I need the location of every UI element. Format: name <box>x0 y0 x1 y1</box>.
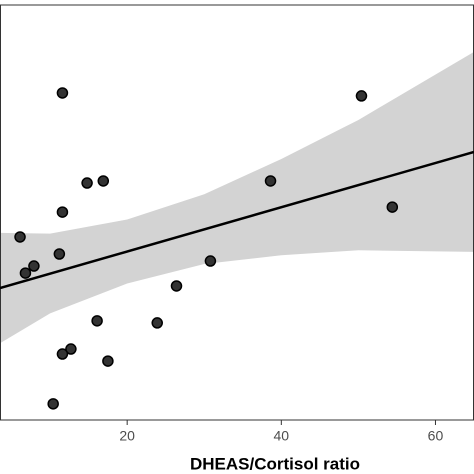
point <box>151 317 163 329</box>
point <box>28 260 40 272</box>
point <box>97 175 110 187</box>
point <box>56 87 69 99</box>
point <box>204 255 217 267</box>
point <box>386 201 399 213</box>
point <box>53 248 66 260</box>
point <box>65 343 77 355</box>
point <box>56 206 69 218</box>
point <box>102 355 114 367</box>
x-tick-label: 40 <box>274 428 290 444</box>
fit-line <box>0 150 474 290</box>
confidence-band <box>0 51 474 344</box>
point <box>264 175 277 187</box>
x-tick-label: 60 <box>428 428 444 444</box>
x-tick-label: 20 <box>119 428 135 444</box>
point <box>47 398 59 410</box>
point <box>170 280 183 292</box>
point <box>91 315 103 327</box>
point <box>14 231 26 243</box>
point <box>56 348 69 360</box>
x-axis-label: DHEAS/Cortisol ratio <box>190 454 360 473</box>
point <box>81 177 93 189</box>
point <box>355 90 368 102</box>
point <box>19 267 32 279</box>
